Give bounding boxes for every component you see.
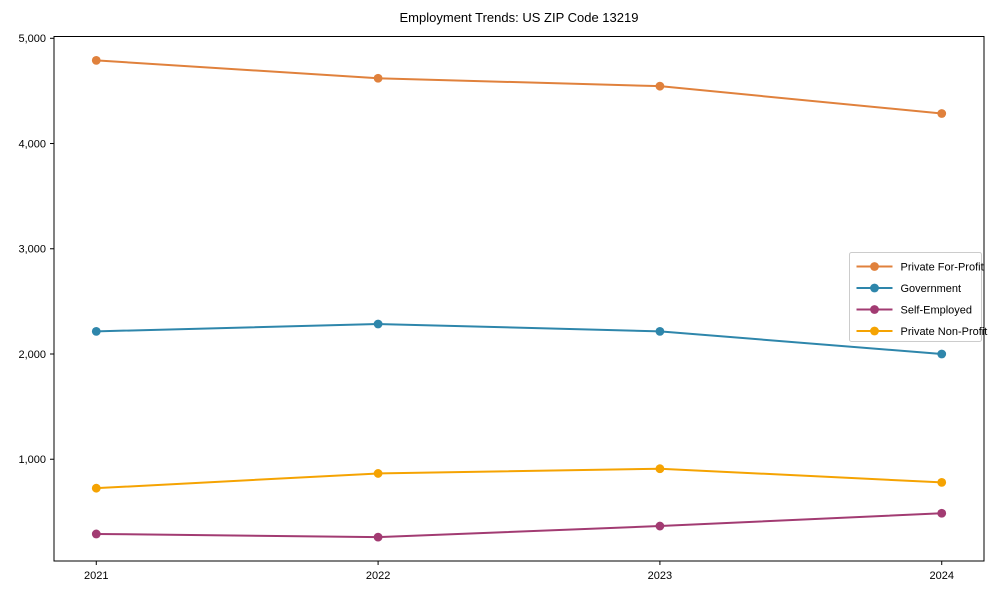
legend-marker — [870, 283, 879, 293]
data-point — [937, 508, 947, 518]
data-point — [655, 464, 665, 474]
x-tick-label: 2024 — [929, 570, 953, 582]
legend-marker — [870, 326, 879, 336]
legend-entry-private-non-profit: Private Non-Profit — [856, 326, 988, 338]
legend-label: Private Non-Profit — [901, 326, 988, 338]
legend-entry-private-for-profit: Private For-Profit — [856, 261, 984, 273]
legend-entry-self-employed: Self-Employed — [856, 304, 973, 316]
legend-entry-government: Government — [856, 283, 962, 295]
x-tick-label: 2023 — [648, 570, 672, 582]
data-point — [91, 483, 101, 493]
data-point — [373, 469, 383, 478]
data-point — [655, 521, 665, 531]
data-point — [373, 319, 383, 329]
series-self-employed — [91, 508, 947, 542]
data-point — [91, 55, 101, 65]
series-line — [96, 512, 942, 539]
y-tick-label: 1,000 — [18, 454, 46, 466]
legend-marker — [870, 305, 879, 314]
legend-marker — [870, 262, 879, 271]
y-tick-label: 2,000 — [18, 349, 46, 361]
chart-title: Employment Trends: US ZIP Code 13219 — [400, 10, 639, 25]
series-line — [96, 467, 942, 490]
data-point — [373, 532, 383, 542]
series-private-non-profit — [91, 464, 947, 493]
plot-border — [53, 36, 985, 562]
legend-label: Government — [901, 283, 962, 295]
data-point — [937, 477, 947, 487]
plot-area: 1,000 2,000 3,000 4,000 5,000 2021 2022 2023 202… — [18, 33, 985, 582]
series-government — [91, 319, 947, 359]
x-tick-label: 2021 — [84, 570, 108, 582]
series-line — [96, 59, 942, 115]
data-point — [937, 349, 947, 359]
legend-box — [849, 252, 982, 342]
data-point — [655, 326, 665, 336]
data-point — [937, 109, 947, 118]
data-point — [91, 529, 101, 539]
x-tick-label: 2022 — [366, 570, 390, 582]
legend: Private For-Profit Government Self-Employe… — [849, 252, 988, 342]
y-tick-label: 5,000 — [18, 33, 46, 45]
data-point — [655, 81, 665, 91]
y-tick-label: 4,000 — [18, 138, 46, 150]
data-point — [91, 326, 101, 336]
series-line — [96, 323, 942, 355]
legend-label: Private For-Profit — [901, 261, 984, 273]
y-tick-label: 3,000 — [18, 244, 46, 256]
legend-label: Self-Employed — [901, 304, 973, 316]
data-point — [373, 73, 383, 83]
series-private-for-profit — [91, 55, 947, 118]
